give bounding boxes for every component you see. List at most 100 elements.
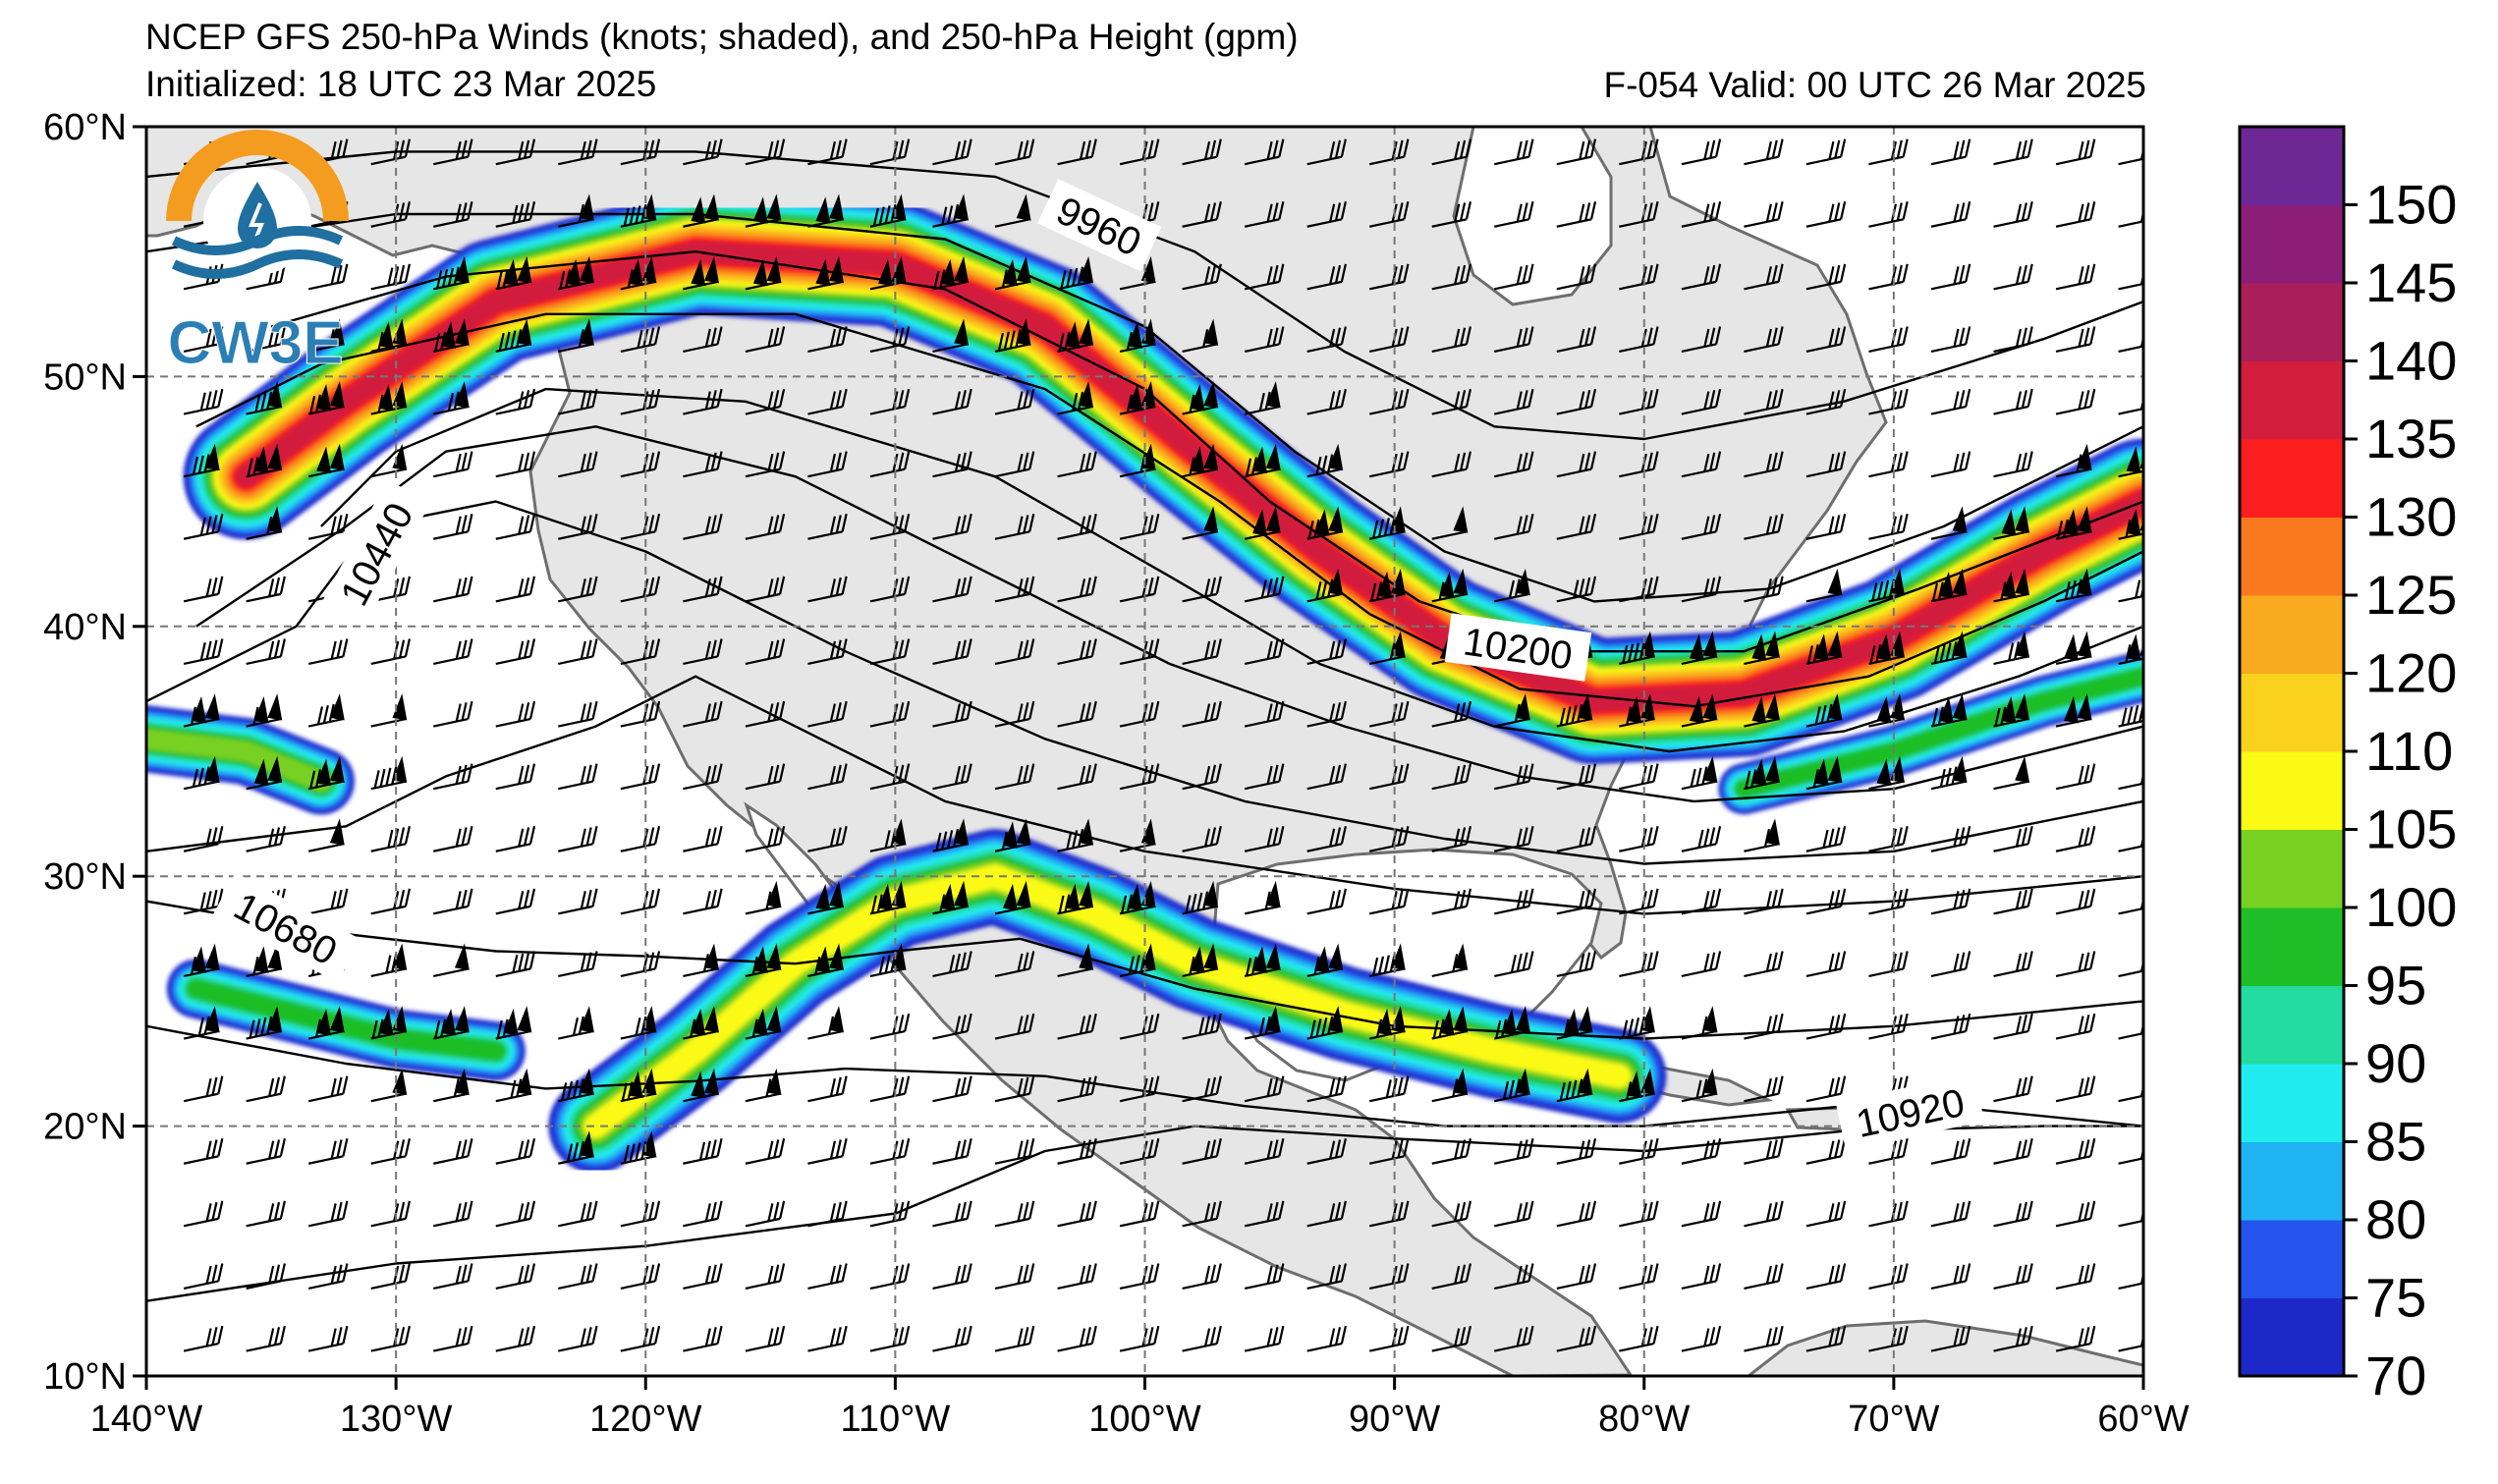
valid-time: F-054 Valid: 00 UTC 26 Mar 2025 [1603,65,2146,105]
colorbar-segment [2240,595,2344,674]
wind-barb [1306,1075,1347,1103]
wind-barb [1556,201,1597,228]
wind-barb [1306,943,1344,978]
wind-barb [869,1325,911,1352]
wind-barb [1930,1263,1971,1291]
wind-barb [994,576,1035,603]
wind-barb [1744,576,1784,603]
wind-barb [1744,631,1780,666]
wind-barb [558,451,598,478]
wind-barb [1244,1075,1285,1103]
wind-barb [807,388,848,415]
wind-barb [2055,1013,2096,1040]
wind-barb [2055,951,2096,978]
wind-barb [1368,826,1410,852]
wind-barb [1182,880,1219,915]
wind-barb [683,826,723,852]
wind-barb [433,1138,473,1165]
wind-barb [495,1263,536,1291]
wind-barb [807,638,848,666]
colorbar-segment [2240,1297,2344,1377]
wind-barb [307,693,345,728]
wind-barb [1993,888,2033,915]
wind-barb [1744,1325,1784,1352]
wind-barb [246,326,286,354]
wind-barb [1306,1200,1347,1228]
wind-barb [433,826,473,852]
wind-barb [807,700,848,728]
wind-barb [1681,1200,1722,1228]
wind-barb [1182,138,1222,166]
wind-barb [807,451,848,478]
wind-barb [1619,888,1659,915]
wind-barb [1993,1013,2033,1040]
wind-barb [183,638,224,666]
wind-barb [1368,700,1410,728]
colorbar-segment [2240,907,2344,986]
wind-barb [1494,951,1534,978]
wind-barb [1431,1138,1472,1165]
wind-barb [183,693,220,728]
wind-barb [1930,568,1968,603]
wind-barb [1057,638,1097,666]
wind-barb [1805,951,1847,978]
logo-sun-arc [166,130,349,222]
colorbar-segment [2240,751,2344,830]
wind-barb [683,1068,719,1103]
wind-barb [1619,1263,1659,1291]
wind-barb [807,138,848,166]
wind-barb [1494,568,1530,603]
wind-barb [620,826,661,852]
wind-barb [1306,443,1344,478]
wind-barb [1431,451,1472,478]
wind-barb [1930,263,1971,291]
colorbar-segment [2240,204,2344,284]
longitude-labels: 140°W 130°W 120°W 110°W 100°W 90°W 80°W 70°W 60°… [90,1399,2190,1440]
wind-barb [745,763,786,791]
wind-barb [745,826,786,852]
wind-barb [2055,693,2092,728]
wind-barb [932,880,970,915]
wind-barb [1744,1013,1784,1040]
wind-barb [1494,451,1534,478]
wind-barb [1744,201,1784,228]
lon-tick-label: 120°W [589,1399,702,1440]
wind-barb [2055,888,2096,915]
wind-barb [1431,263,1472,291]
wind-barb [683,1200,723,1228]
wind-barb [1868,201,1909,228]
wind-barb [2055,326,2096,354]
wind-barb [1182,763,1222,791]
wind-barb [745,1068,782,1103]
wind-barb [994,193,1031,228]
wind-barb [683,1138,723,1165]
colorbar-segment [2240,439,2344,518]
wind-barb [994,1013,1035,1040]
wind-barb [807,1200,848,1228]
contour-label-bg [1444,613,1592,682]
wind-barb [1868,138,1909,166]
colorbar-label: 140 [2365,330,2457,392]
wind-barb [1744,693,1780,728]
lon-tick-label: 70°W [1848,1399,1939,1440]
wind-barb [433,763,473,791]
wind-barb [994,388,1035,415]
wind-barb [1494,326,1534,354]
wind-barb [932,1325,972,1352]
wind-barb [1057,943,1094,978]
wind-barb [1619,263,1659,291]
wind-barb [495,576,536,603]
wind-barb [932,1075,972,1103]
wind-barb [1306,826,1347,852]
colorbar-segment [2240,673,2344,752]
wind-barb [558,318,594,354]
wind-barb [1805,1075,1847,1103]
wind-barb [1244,201,1285,228]
wind-barb [807,880,845,915]
wind-barb [495,514,536,540]
wind-barb [1494,1325,1534,1352]
wind-barb [1306,1325,1347,1352]
jet-band [583,864,1632,1138]
lon-tick-label: 130°W [340,1399,453,1440]
wind-barb [1057,1013,1097,1040]
